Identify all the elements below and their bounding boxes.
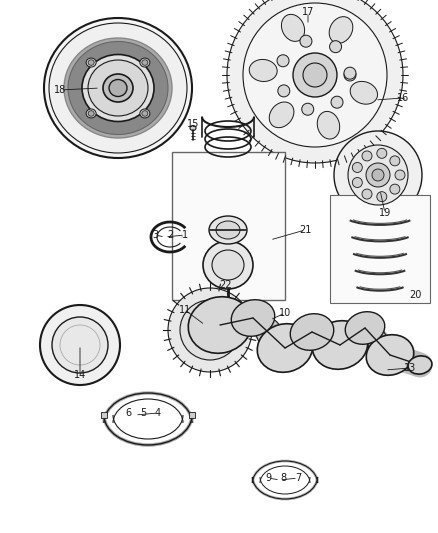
- Ellipse shape: [142, 60, 148, 66]
- Ellipse shape: [366, 93, 374, 101]
- Ellipse shape: [103, 74, 133, 102]
- Text: 16: 16: [397, 93, 409, 103]
- Ellipse shape: [312, 321, 368, 369]
- Ellipse shape: [209, 216, 247, 244]
- Ellipse shape: [287, 325, 310, 355]
- Circle shape: [168, 288, 252, 372]
- Circle shape: [227, 0, 403, 163]
- Circle shape: [334, 131, 422, 219]
- Ellipse shape: [86, 109, 96, 118]
- Ellipse shape: [256, 318, 282, 348]
- Ellipse shape: [109, 79, 127, 96]
- Circle shape: [300, 35, 312, 47]
- Circle shape: [395, 170, 405, 180]
- Circle shape: [362, 151, 372, 161]
- Text: 5: 5: [140, 408, 146, 418]
- Circle shape: [195, 315, 225, 345]
- Ellipse shape: [345, 312, 385, 344]
- Ellipse shape: [366, 335, 414, 375]
- Text: 9: 9: [265, 473, 271, 483]
- Bar: [330, 195, 430, 303]
- Text: 18: 18: [54, 85, 66, 95]
- Ellipse shape: [82, 54, 154, 122]
- Circle shape: [352, 177, 362, 188]
- Circle shape: [390, 156, 400, 166]
- Circle shape: [331, 96, 343, 108]
- Ellipse shape: [203, 241, 253, 289]
- Ellipse shape: [44, 18, 192, 158]
- Ellipse shape: [140, 58, 150, 67]
- Circle shape: [329, 41, 342, 53]
- Ellipse shape: [382, 362, 398, 374]
- Ellipse shape: [223, 306, 250, 336]
- Circle shape: [344, 67, 356, 79]
- Circle shape: [303, 63, 327, 87]
- Circle shape: [372, 169, 384, 181]
- Ellipse shape: [212, 250, 244, 280]
- Text: 4: 4: [155, 408, 161, 418]
- Text: 14: 14: [74, 370, 86, 380]
- Text: 20: 20: [409, 290, 421, 300]
- Text: 11: 11: [179, 305, 191, 315]
- Circle shape: [277, 55, 289, 67]
- Ellipse shape: [290, 314, 334, 350]
- Circle shape: [52, 317, 108, 373]
- Ellipse shape: [317, 111, 340, 139]
- Ellipse shape: [68, 42, 168, 134]
- Text: 3: 3: [152, 230, 158, 240]
- Text: 21: 21: [299, 225, 311, 235]
- Circle shape: [348, 145, 408, 205]
- Ellipse shape: [282, 14, 304, 42]
- Text: 2: 2: [167, 230, 173, 240]
- Ellipse shape: [216, 221, 240, 239]
- Circle shape: [377, 148, 387, 158]
- Text: 13: 13: [404, 363, 416, 373]
- Circle shape: [390, 184, 400, 194]
- Ellipse shape: [86, 58, 96, 67]
- Text: 15: 15: [187, 119, 199, 129]
- Ellipse shape: [269, 102, 294, 128]
- Circle shape: [278, 85, 290, 97]
- Circle shape: [352, 163, 362, 173]
- Ellipse shape: [49, 23, 187, 153]
- Text: 1: 1: [182, 230, 188, 240]
- Ellipse shape: [142, 111, 148, 116]
- Ellipse shape: [140, 109, 150, 118]
- Text: 7: 7: [295, 473, 301, 483]
- Bar: [172, 152, 285, 300]
- Text: 22: 22: [219, 280, 231, 290]
- Ellipse shape: [188, 297, 252, 353]
- Text: 8: 8: [280, 473, 286, 483]
- Ellipse shape: [64, 38, 172, 138]
- Circle shape: [362, 189, 372, 199]
- Circle shape: [366, 163, 390, 187]
- Ellipse shape: [88, 111, 94, 116]
- Circle shape: [180, 300, 240, 360]
- Circle shape: [243, 3, 387, 147]
- Ellipse shape: [88, 60, 148, 116]
- Text: 19: 19: [379, 208, 391, 218]
- Ellipse shape: [249, 60, 277, 82]
- Ellipse shape: [314, 324, 338, 353]
- Ellipse shape: [342, 322, 363, 351]
- Ellipse shape: [367, 327, 388, 356]
- Ellipse shape: [257, 324, 313, 372]
- Ellipse shape: [329, 17, 353, 43]
- Bar: [101, 412, 107, 418]
- Circle shape: [293, 53, 337, 97]
- Bar: [189, 412, 195, 418]
- Circle shape: [40, 305, 120, 385]
- Circle shape: [344, 69, 356, 81]
- Ellipse shape: [88, 60, 94, 66]
- Ellipse shape: [408, 356, 432, 374]
- Circle shape: [377, 192, 387, 201]
- Text: 17: 17: [302, 7, 314, 17]
- Ellipse shape: [190, 125, 196, 131]
- Text: 6: 6: [125, 408, 131, 418]
- Text: 10: 10: [279, 308, 291, 318]
- Circle shape: [302, 103, 314, 115]
- Ellipse shape: [231, 300, 275, 336]
- Ellipse shape: [350, 82, 378, 104]
